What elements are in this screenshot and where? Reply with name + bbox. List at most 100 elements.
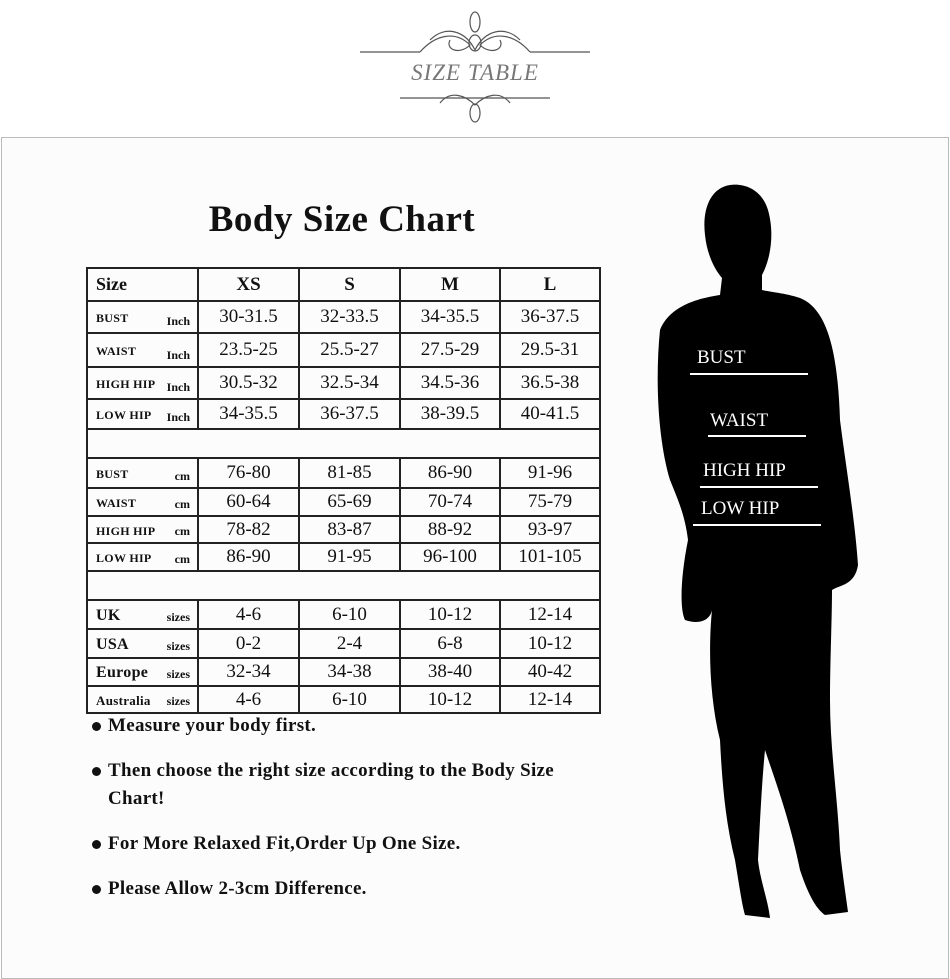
measurement-line — [708, 435, 806, 437]
row-label-cell: HIGH HIP Inch — [86, 366, 199, 400]
unit-label: Inch — [166, 380, 190, 394]
unit-label: Inch — [166, 314, 190, 328]
table-row: WAIST cm 60-64 65-69 70-74 75-79 — [86, 487, 601, 517]
table-header-row: Size XS S M L — [86, 267, 601, 302]
row-label-cell: LOW HIP cm — [86, 542, 199, 572]
table-row: Australia sizes 4-6 6-10 10-12 12-14 — [86, 685, 601, 714]
body-label: BUST — [697, 347, 746, 368]
value-cell: 10-12 — [399, 685, 501, 714]
header-title: SIZE TABLE — [411, 60, 539, 85]
table-row: USA sizes 0-2 2-4 6-8 10-12 — [86, 628, 601, 659]
column-header: XS — [197, 267, 300, 302]
value-cell: 25.5-27 — [298, 332, 401, 368]
body-silhouette-icon — [657, 184, 858, 918]
value-cell: 30.5-32 — [197, 366, 300, 400]
value-cell: 88-92 — [399, 515, 501, 544]
row-label-cell: WAIST Inch — [86, 332, 199, 368]
unit-label: cm — [174, 497, 190, 511]
body-label: HIGH HIP — [703, 460, 786, 481]
measurement-label: HIGH HIP — [96, 377, 156, 391]
value-cell: 75-79 — [499, 487, 601, 517]
unit-label: Inch — [166, 348, 190, 362]
value-cell: 91-95 — [298, 542, 401, 572]
value-cell: 70-74 — [399, 487, 501, 517]
note-text: Measure your body first. — [108, 715, 317, 736]
note-item: Then choose the right size according to … — [90, 757, 610, 813]
measurement-label: Europe — [96, 664, 149, 681]
value-cell: 6-10 — [298, 599, 401, 630]
column-header: L — [499, 267, 601, 302]
value-cell: 6-10 — [298, 685, 401, 714]
row-label-cell: WAIST cm — [86, 487, 199, 517]
header-banner: SIZE TABLE — [0, 0, 950, 137]
value-cell: 4-6 — [197, 599, 300, 630]
value-cell: 96-100 — [399, 542, 501, 572]
row-label-cell: LOW HIP Inch — [86, 398, 199, 430]
value-cell: 29.5-31 — [499, 332, 601, 368]
value-cell: 30-31.5 — [197, 300, 300, 334]
value-cell: 6-8 — [399, 628, 501, 659]
chart-title: Body Size Chart — [208, 199, 476, 240]
value-cell: 34-35.5 — [197, 398, 300, 430]
value-cell: 34-38 — [298, 657, 401, 687]
value-cell: 101-105 — [499, 542, 601, 572]
bullet-icon — [92, 722, 101, 731]
row-label-cell: BUST cm — [86, 457, 199, 489]
value-cell: 32-33.5 — [298, 300, 401, 334]
measurement-line — [690, 373, 808, 375]
value-cell: 93-97 — [499, 515, 601, 544]
unit-label: cm — [174, 469, 190, 483]
value-cell: 38-39.5 — [399, 398, 501, 430]
note-text: Please Allow 2-3cm Difference. — [108, 878, 367, 899]
value-cell: 40-41.5 — [499, 398, 601, 430]
measurement-label: UK — [96, 606, 121, 624]
value-cell: 38-40 — [399, 657, 501, 687]
bullet-icon — [92, 840, 101, 849]
column-header: S — [298, 267, 401, 302]
value-cell: 12-14 — [499, 685, 601, 714]
measurement-line — [693, 524, 821, 526]
column-header: M — [399, 267, 501, 302]
value-cell: 40-42 — [499, 657, 601, 687]
value-cell: 91-96 — [499, 457, 601, 489]
table-row: UK sizes 4-6 6-10 10-12 12-14 — [86, 599, 601, 630]
value-cell: 12-14 — [499, 599, 601, 630]
table-row: BUST cm 76-80 81-85 86-90 91-96 — [86, 457, 601, 489]
measurement-label: WAIST — [96, 496, 137, 510]
ornament-icon — [360, 11, 590, 123]
value-cell: 34-35.5 — [399, 300, 501, 334]
value-cell: 0-2 — [197, 628, 300, 659]
spacer-cell — [86, 428, 601, 459]
unit-label: sizes — [166, 667, 190, 681]
value-cell: 2-4 — [298, 628, 401, 659]
table-spacer-row — [86, 428, 601, 459]
unit-label: cm — [174, 552, 190, 566]
value-cell: 81-85 — [298, 457, 401, 489]
unit-label: cm — [174, 524, 190, 538]
size-table: Size XS S M L BUST Inch 30-31.5 32-33.5 34-35.5 36… — [86, 267, 601, 714]
table-row: LOW HIP cm 86-90 91-95 96-100 101-105 — [86, 542, 601, 572]
note-item: Measure your body first. — [90, 712, 610, 740]
value-cell: 23.5-25 — [197, 332, 300, 368]
value-cell: 36.5-38 — [499, 366, 601, 400]
measurement-label: Australia — [96, 692, 151, 708]
row-label-cell: USA sizes — [86, 628, 199, 659]
row-label-cell: Europe sizes — [86, 657, 199, 687]
body-label: LOW HIP — [701, 498, 780, 519]
value-cell: 36-37.5 — [298, 398, 401, 430]
value-cell: 60-64 — [197, 487, 300, 517]
measurement-label: BUST — [96, 311, 129, 325]
row-label-cell: UK sizes — [86, 599, 199, 630]
unit-label: Inch — [166, 410, 190, 424]
unit-label: sizes — [166, 694, 190, 708]
row-label-cell: BUST Inch — [86, 300, 199, 334]
unit-label: sizes — [166, 610, 190, 624]
value-cell: 78-82 — [197, 515, 300, 544]
value-cell: 34.5-36 — [399, 366, 501, 400]
table-row: LOW HIP Inch 34-35.5 36-37.5 38-39.5 40-41.5 — [86, 398, 601, 430]
table-row: HIGH HIP Inch 30.5-32 32.5-34 34.5-36 36.5-38 — [86, 366, 601, 400]
table-row: HIGH HIP cm 78-82 83-87 88-92 93-97 — [86, 515, 601, 544]
value-cell: 86-90 — [399, 457, 501, 489]
value-cell: 4-6 — [197, 685, 300, 714]
measurement-label: USA — [96, 635, 129, 653]
